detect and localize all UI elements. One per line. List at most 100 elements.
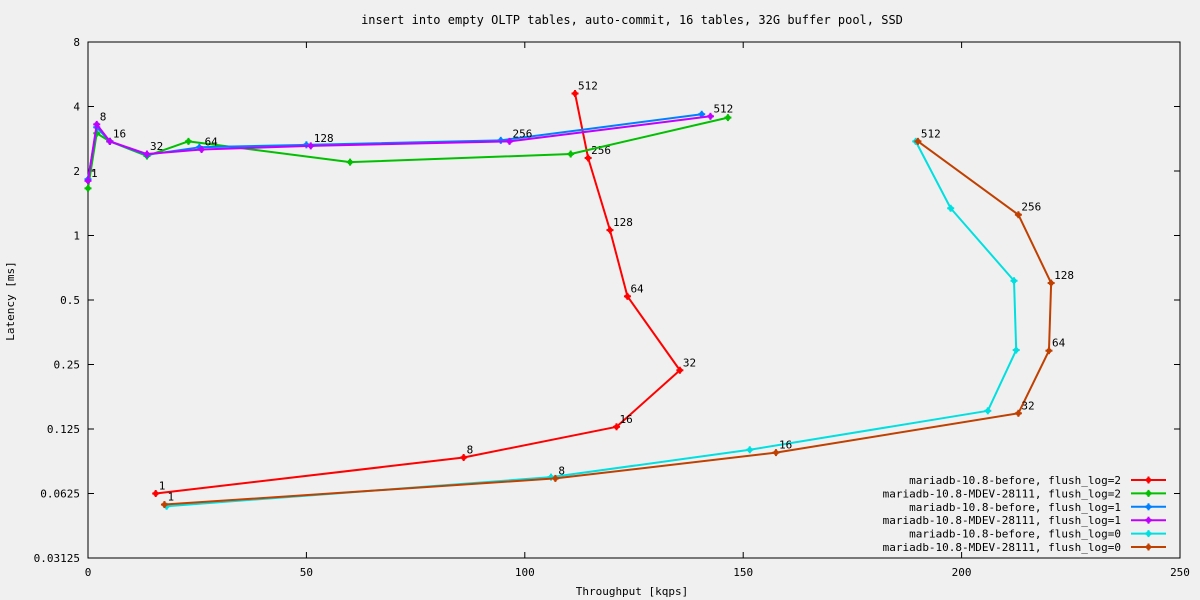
data-point (1014, 409, 1022, 417)
data-point (1047, 279, 1055, 287)
point-label: 512 (921, 127, 941, 140)
x-axis: 0 50 100 150 200 250 (85, 42, 1190, 579)
y-tick-label: 2 (73, 165, 80, 178)
legend-label: mariadb-10.8-before, flush_log=1 (909, 501, 1121, 514)
series-5 (163, 137, 1020, 510)
point-label: 8 (467, 444, 474, 457)
y-tick-label: 1 (73, 230, 80, 243)
point-label: 8 (100, 110, 107, 123)
data-point (706, 112, 714, 120)
data-point (914, 137, 922, 145)
data-point (497, 136, 505, 144)
data-point (106, 137, 114, 145)
point-label: 512 (578, 79, 598, 92)
data-point (143, 150, 151, 158)
series-4: 1 8 16 32 64 128 256 512 (84, 102, 733, 185)
data-point (198, 145, 206, 153)
data-point (1045, 347, 1053, 355)
legend-marker (1145, 476, 1152, 484)
point-label: 1 (91, 167, 98, 180)
data-point (346, 158, 354, 166)
legend-item: mariadb-10.8-MDEV-28111, flush_log=0 (883, 541, 1166, 554)
data-point (551, 474, 559, 482)
data-point (1014, 211, 1022, 219)
point-label: 128 (1054, 269, 1074, 282)
series-line (164, 140, 1053, 506)
data-point (460, 454, 468, 462)
x-axis-label: Throughput [kqps] (576, 585, 689, 598)
legend: mariadb-10.8-before, flush_log=2mariadb-… (883, 474, 1166, 554)
point-label: 256 (513, 127, 533, 140)
point-label: 64 (205, 135, 219, 148)
y-tick-label: 4 (73, 101, 80, 114)
point-label: 32 (1021, 399, 1034, 412)
series-line (87, 115, 711, 181)
series-line (166, 140, 1018, 508)
legend-label: mariadb-10.8-before, flush_log=2 (909, 474, 1121, 487)
y-tick-label: 0.0625 (40, 488, 80, 501)
point-label: 1 (159, 480, 166, 493)
chart-title: insert into empty OLTP tables, auto-comm… (361, 13, 903, 27)
y-tick-label: 0.25 (54, 359, 81, 372)
legend-item: mariadb-10.8-before, flush_log=0 (909, 528, 1166, 541)
point-label: 64 (630, 282, 644, 295)
data-point (152, 490, 160, 497)
data-point (947, 204, 955, 212)
data-point (606, 226, 614, 234)
data-point (584, 154, 592, 162)
data-point (676, 366, 684, 374)
point-label: 8 (558, 464, 565, 477)
point-label: 32 (150, 140, 163, 153)
data-point (307, 142, 315, 150)
point-label: 128 (314, 132, 334, 145)
series-line (87, 116, 729, 189)
legend-label: mariadb-10.8-MDEV-28111, flush_log=2 (883, 487, 1121, 500)
legend-marker (1145, 543, 1152, 551)
point-label: 64 (1052, 337, 1066, 350)
data-point (772, 449, 780, 457)
data-point (746, 446, 754, 454)
y-axis-label: Latency [ms] (4, 261, 17, 340)
legend-marker (1145, 489, 1152, 497)
y-tick-label: 8 (73, 36, 80, 49)
y-tick-label: 0.5 (60, 294, 80, 307)
x-tick-label: 150 (733, 566, 753, 579)
data-point (984, 407, 992, 415)
y-tick-label: 0.03125 (34, 552, 80, 565)
data-point (160, 501, 168, 509)
y-tick-label: 0.125 (47, 423, 80, 436)
point-label: 256 (1021, 201, 1041, 214)
x-tick-label: 250 (1170, 566, 1190, 579)
legend-item: mariadb-10.8-MDEV-28111, flush_log=2 (883, 487, 1166, 500)
legend-label: mariadb-10.8-MDEV-28111, flush_log=1 (883, 514, 1121, 527)
series-3 (84, 110, 706, 183)
x-tick-label: 200 (952, 566, 972, 579)
x-tick-label: 50 (300, 566, 313, 579)
data-point (567, 150, 575, 158)
legend-item: mariadb-10.8-before, flush_log=1 (909, 501, 1166, 514)
x-tick-label: 0 (85, 566, 92, 579)
point-label: 16 (779, 439, 792, 452)
data-point (184, 137, 192, 145)
data-point (623, 292, 631, 300)
data-point (1010, 277, 1018, 285)
legend-marker (1145, 530, 1152, 538)
point-label: 16 (620, 413, 633, 426)
data-point (84, 177, 92, 185)
data-point (724, 114, 732, 122)
data-point (93, 120, 101, 128)
data-point (613, 423, 621, 431)
series-line (155, 93, 681, 495)
legend-marker (1145, 503, 1152, 511)
point-label: 128 (613, 216, 633, 229)
legend-item: mariadb-10.8-MDEV-28111, flush_log=1 (883, 514, 1166, 527)
legend-item: mariadb-10.8-before, flush_log=2 (909, 474, 1166, 487)
x-tick-label: 100 (515, 566, 535, 579)
data-point (84, 184, 92, 192)
series-6: 1 8 16 32 64 128 256 512 (160, 127, 1074, 509)
data-point (506, 137, 514, 145)
legend-label: mariadb-10.8-MDEV-28111, flush_log=0 (883, 541, 1121, 554)
point-label: 32 (683, 356, 696, 369)
series-layer: 1 8 16 32 64 128 256 512 1 8 16 32 64 128 256 512 1 8 16 32… (84, 79, 1074, 510)
